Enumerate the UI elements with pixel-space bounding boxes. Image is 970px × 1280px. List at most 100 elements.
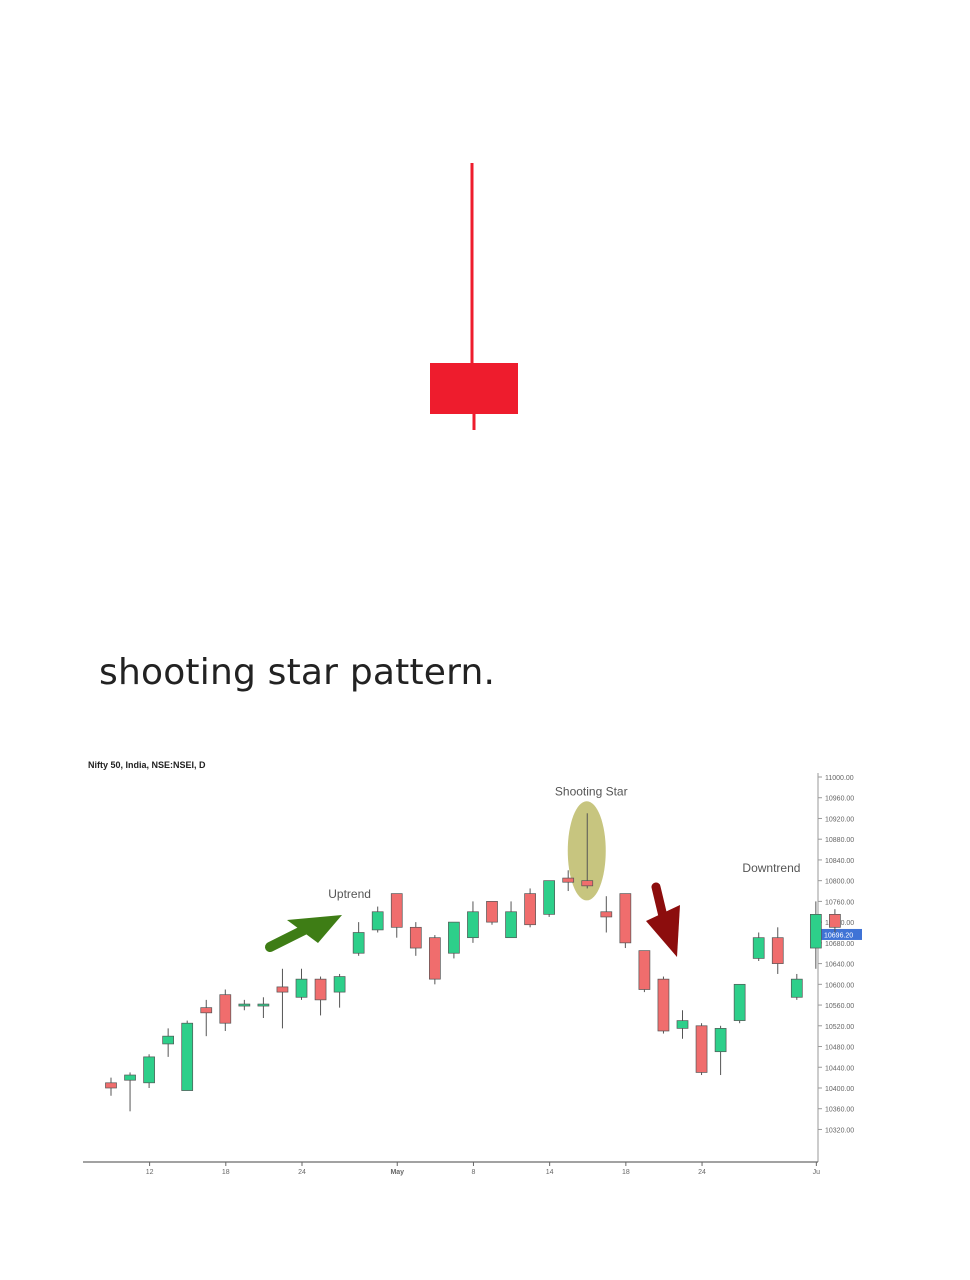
candle-body — [371, 911, 384, 931]
candle — [562, 870, 575, 892]
candle — [124, 1072, 136, 1112]
candle — [638, 950, 651, 993]
candle — [352, 922, 365, 956]
x-tick-label: 18 — [622, 1169, 630, 1176]
candle-body — [752, 937, 765, 959]
candle — [200, 999, 213, 1037]
candle-body — [543, 880, 556, 915]
x-tick-label: 12 — [146, 1169, 154, 1176]
candle — [657, 976, 670, 1034]
candle-body — [790, 978, 803, 998]
candle — [752, 932, 765, 961]
y-tick-label: 10440.00 — [825, 1065, 854, 1072]
x-tick-label: 8 — [471, 1169, 475, 1176]
candle-body — [257, 1003, 270, 1007]
candle-body — [467, 911, 479, 939]
candle — [105, 1077, 117, 1096]
candle-body — [486, 901, 498, 923]
candle-body — [352, 932, 365, 954]
candle — [714, 1025, 727, 1076]
candle-body — [771, 937, 784, 964]
annotations: Shooting Star Uptrend Downtrend — [265, 784, 800, 957]
y-tick-label: 10840.00 — [825, 858, 854, 865]
y-tick-label: 10680.00 — [825, 941, 854, 948]
candle — [467, 901, 479, 943]
candle — [581, 813, 594, 889]
x-tick-label: 24 — [698, 1169, 706, 1176]
candle-body — [295, 978, 308, 998]
candle — [809, 901, 822, 969]
candle — [695, 1023, 708, 1076]
uptrend-label: Uptrend — [328, 887, 371, 901]
y-tick-label: 10960.00 — [825, 796, 854, 803]
candle-body — [238, 1003, 251, 1007]
x-tick-label: 24 — [298, 1169, 306, 1176]
candle-body — [429, 937, 441, 980]
candle-body — [448, 921, 460, 954]
candle-body — [390, 893, 403, 928]
y-axis: 10320.00 10360.00 10400.00 10440.00 10480.00… — [817, 773, 862, 1162]
y-tick-label: 10400.00 — [825, 1086, 854, 1093]
x-tick-label: May — [390, 1169, 404, 1176]
x-tick-label: Ju — [813, 1169, 821, 1176]
chart-title: Nifty 50, India, NSE:NSEI, D — [88, 760, 206, 770]
candle-body — [562, 877, 575, 883]
nifty-candlestick-chart: Nifty 50, India, NSE:NSEI, D 10320.00103… — [83, 760, 862, 1176]
candle-body — [409, 926, 422, 949]
candle-body — [600, 911, 613, 918]
x-tick-label: 18 — [222, 1169, 230, 1176]
candle — [371, 906, 384, 933]
candle — [429, 935, 441, 985]
candle — [314, 976, 327, 1016]
candle-body — [619, 893, 632, 944]
candle — [505, 901, 517, 939]
candle-body — [733, 983, 746, 1021]
y-tick-label: 10800.00 — [825, 879, 854, 886]
candle — [771, 927, 784, 974]
candle-body — [505, 911, 517, 939]
candle — [162, 1028, 174, 1057]
candle-body — [714, 1028, 727, 1053]
downtrend-arrowhead-icon — [646, 905, 680, 957]
y-tick-label: 10480.00 — [825, 1045, 854, 1052]
y-tick-label: 10640.00 — [825, 962, 854, 969]
candle-body — [200, 1007, 213, 1014]
candle-body — [143, 1056, 155, 1084]
y-tick-label: 10360.00 — [825, 1107, 854, 1114]
candle — [181, 1020, 194, 1091]
candle — [390, 893, 403, 938]
candle-body — [809, 914, 822, 949]
candle — [486, 901, 498, 925]
candle-body — [276, 986, 289, 993]
candle — [829, 909, 841, 933]
y-tick-label: 10920.00 — [825, 816, 854, 823]
y-tick-label: 11000.00 — [825, 775, 854, 782]
candle-body — [219, 994, 232, 1024]
candle — [524, 888, 536, 928]
uptrend-arrowhead-icon — [287, 915, 342, 943]
candle — [143, 1054, 155, 1088]
candle-body — [829, 914, 841, 928]
y-tick-label: 10760.00 — [825, 899, 854, 906]
candle-body — [162, 1035, 174, 1045]
candle — [448, 921, 460, 959]
last-price-badge — [820, 928, 862, 940]
candle-body — [657, 978, 670, 1032]
candle-body — [695, 1025, 708, 1073]
candle-body — [581, 880, 594, 887]
candle-body — [124, 1074, 136, 1081]
candle-body — [314, 978, 327, 1001]
candle — [600, 896, 613, 933]
candle — [219, 989, 232, 1031]
hero-body — [430, 363, 518, 414]
shooting-star-label: Shooting Star — [555, 784, 628, 798]
y-tick-label: 10320.00 — [825, 1127, 854, 1134]
y-tick-label: 10560.00 — [825, 1003, 854, 1010]
candle — [276, 968, 289, 1029]
candles — [105, 813, 841, 1112]
candle — [543, 880, 556, 917]
candle-body — [333, 976, 346, 993]
candle-body — [676, 1020, 689, 1029]
candle — [790, 973, 803, 1000]
y-tick-label: 10880.00 — [825, 837, 854, 844]
